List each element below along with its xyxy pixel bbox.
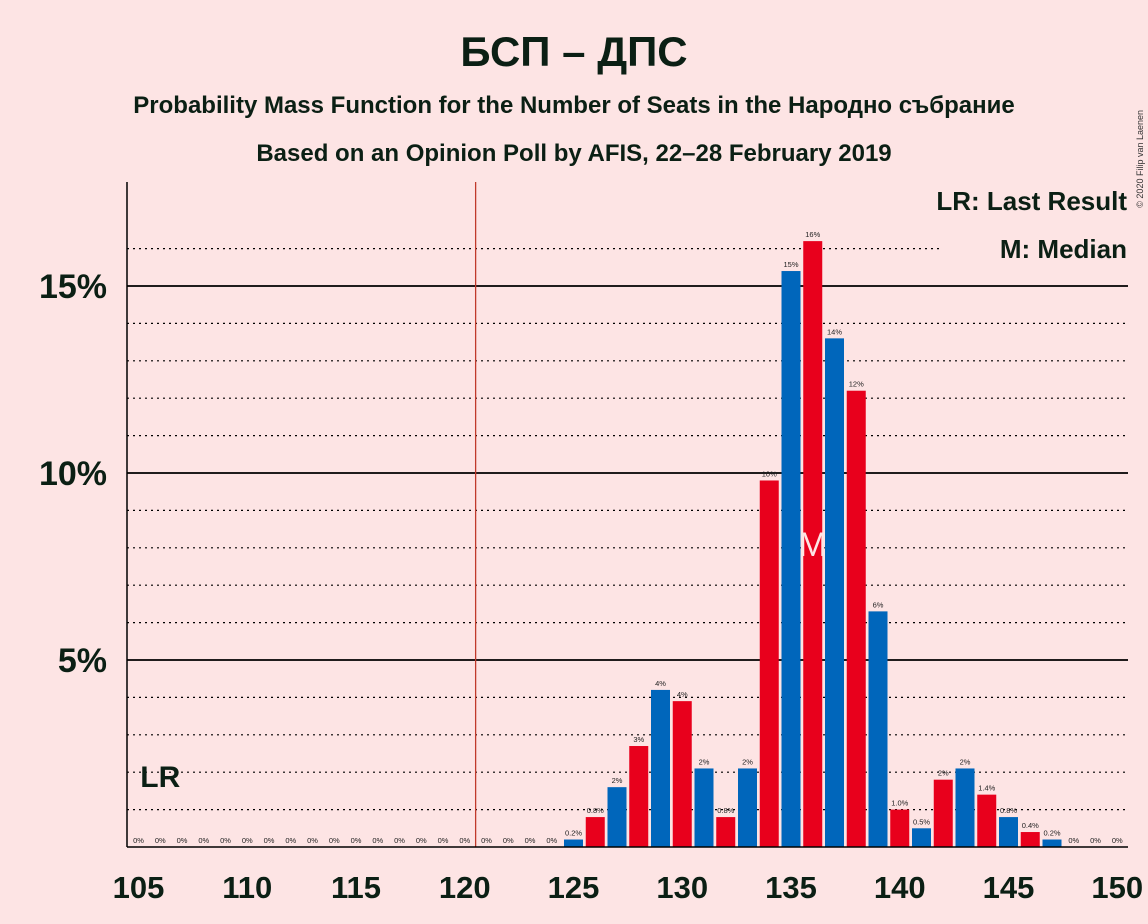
data-label-seat-136: 16%: [805, 230, 820, 239]
bar-seat-138: [846, 390, 866, 847]
data-label-seat-144: 1.4%: [978, 784, 995, 793]
data-label-seat-135: 15%: [783, 260, 798, 269]
y-tick-10: 10%: [39, 455, 107, 493]
x-tick-140: 140: [874, 870, 926, 905]
data-label-seat-116: 0%: [372, 836, 383, 845]
data-label-seat-129: 4%: [655, 679, 666, 688]
data-label-seat-130: 4%: [677, 690, 688, 699]
data-label-seat-125: 0.2%: [565, 829, 582, 838]
x-tick-105: 105: [113, 870, 165, 905]
data-label-seat-109: 0%: [220, 836, 231, 845]
bar-seat-139: [868, 611, 888, 847]
bar-seat-145: [999, 817, 1018, 847]
data-label-seat-146: 0.4%: [1022, 821, 1039, 830]
data-label-seat-108: 0%: [198, 836, 209, 845]
x-tick-145: 145: [983, 870, 1035, 905]
data-label-seat-139: 6%: [873, 600, 884, 609]
data-label-seat-131: 2%: [699, 757, 710, 766]
bars: [564, 241, 1062, 847]
data-label-seat-119: 0%: [438, 836, 449, 845]
data-label-seat-145: 0.8%: [1000, 806, 1017, 815]
x-tick-125: 125: [548, 870, 600, 905]
data-label-seat-141: 0.5%: [913, 817, 930, 826]
bar-seat-129: [651, 689, 670, 847]
data-label-seat-117: 0%: [394, 836, 405, 845]
chart-subtitle: Probability Mass Function for the Number…: [133, 92, 1014, 119]
bar-seat-146: [1020, 832, 1040, 847]
data-label-seat-113: 0%: [307, 836, 318, 845]
legend-last-result: LR: Last Result: [936, 186, 1127, 216]
data-label-seat-142: 2%: [938, 769, 949, 778]
last-result-label: LR: [140, 761, 180, 794]
bar-seat-128: [629, 746, 649, 847]
data-label-seat-121: 0%: [481, 836, 492, 845]
bar-seat-130: [672, 701, 692, 847]
copyright-note: © 2020 Filip van Laenen: [1135, 110, 1145, 208]
data-label-seat-106: 0%: [155, 836, 166, 845]
data-label-seat-132: 0.8%: [717, 806, 734, 815]
data-label-seat-138: 12%: [849, 380, 864, 389]
data-label-seat-105: 0%: [133, 836, 144, 845]
bar-seat-134: [759, 480, 779, 847]
gridlines: [127, 182, 1128, 847]
bar-seat-142: [933, 779, 953, 847]
data-label-seat-149: 0%: [1090, 836, 1101, 845]
data-label-seat-111: 0%: [264, 836, 275, 845]
x-tick-115: 115: [331, 870, 381, 905]
data-labels: 0% 0% 0% 0% 0% 0% 0% 0% 0% 0% 0% 0% 0% 0% 0% 0% 0% 0% 0% 0%…: [133, 230, 1123, 845]
data-label-seat-126: 0.8%: [587, 806, 604, 815]
y-tick-15: 15%: [39, 268, 107, 306]
axes: [126, 182, 1128, 848]
bar-seat-127: [607, 787, 627, 847]
y-tick-5: 5%: [58, 642, 107, 680]
bar-seat-144: [977, 794, 997, 847]
bar-seat-140: [890, 809, 910, 847]
bar-seat-126: [585, 817, 605, 847]
x-tick-150: 150: [1091, 870, 1143, 905]
median-marker: M: [799, 526, 827, 564]
data-label-seat-140: 1.0%: [891, 799, 908, 808]
data-label-seat-128: 3%: [633, 735, 644, 744]
x-tick-130: 130: [656, 870, 708, 905]
data-label-seat-150: 0%: [1112, 836, 1123, 845]
legend-background: [940, 182, 1130, 264]
legend-median: M: Median: [1000, 234, 1127, 264]
data-label-seat-123: 0%: [525, 836, 536, 845]
bar-seat-141: [912, 828, 931, 847]
data-label-seat-118: 0%: [416, 836, 427, 845]
data-label-seat-127: 2%: [612, 776, 623, 785]
data-label-seat-114: 0%: [329, 836, 340, 845]
chart-title: БСП – ДПС: [460, 28, 687, 75]
tick-labels: 105 110 115 120 125 130 135 140 145 150 5% 10% 15%: [39, 268, 1143, 905]
data-label-seat-124: 0%: [546, 836, 557, 845]
data-label-seat-148: 0%: [1068, 836, 1079, 845]
data-label-seat-115: 0%: [351, 836, 362, 845]
bar-seat-135: [781, 271, 801, 847]
data-label-seat-122: 0%: [503, 836, 514, 845]
data-label-seat-133: 2%: [742, 757, 753, 766]
data-label-seat-107: 0%: [177, 836, 188, 845]
bar-seat-136: [803, 241, 823, 847]
bar-seat-125: [564, 839, 583, 847]
x-tick-120: 120: [439, 870, 491, 905]
data-label-seat-147: 0.2%: [1043, 829, 1060, 838]
x-tick-135: 135: [765, 870, 817, 905]
bar-seat-137: [825, 338, 844, 847]
data-label-seat-110: 0%: [242, 836, 253, 845]
bar-seat-147: [1042, 839, 1062, 847]
x-tick-110: 110: [222, 870, 272, 905]
data-label-seat-134: 10%: [762, 469, 777, 478]
data-label-seat-143: 2%: [960, 757, 971, 766]
bar-seat-143: [955, 768, 975, 847]
data-label-seat-137: 14%: [827, 327, 842, 336]
data-label-seat-120: 0%: [459, 836, 470, 845]
data-label-seat-112: 0%: [285, 836, 296, 845]
chart-subtitle-2: Based on an Opinion Poll by AFIS, 22–28 …: [256, 140, 891, 167]
bar-seat-133: [738, 768, 757, 847]
bar-seat-131: [694, 768, 714, 847]
bar-seat-132: [716, 817, 736, 847]
